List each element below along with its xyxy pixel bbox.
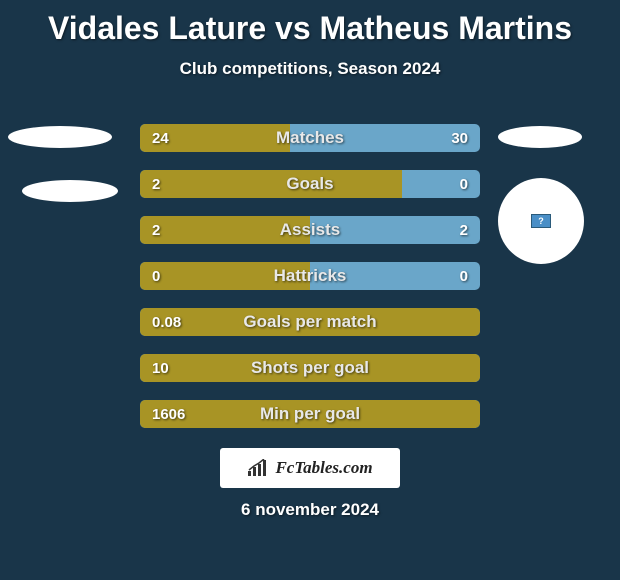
page-subtitle: Club competitions, Season 2024 [0,59,620,79]
stat-bar: 1606Min per goal [140,400,480,428]
logo-text: FcTables.com [275,458,372,478]
date-label: 6 november 2024 [0,500,620,520]
stat-label: Matches [140,124,480,152]
stat-bar: 22Assists [140,216,480,244]
logo-chart-icon [247,459,269,477]
stat-label: Hattricks [140,262,480,290]
stat-bar: 2430Matches [140,124,480,152]
stat-label: Goals per match [140,308,480,336]
stat-label: Shots per goal [140,354,480,382]
comparison-bars: 2430Matches 20Goals 22Assists 00Hattricks 0.… [140,124,480,446]
stat-bar: 10Shots per goal [140,354,480,382]
stat-bar: 00Hattricks [140,262,480,290]
stat-label: Assists [140,216,480,244]
stat-bar: 20Goals [140,170,480,198]
stat-label: Goals [140,170,480,198]
logo-box: FcTables.com [220,448,400,488]
right-circle: ? [498,178,584,264]
stat-bar: 0.08Goals per match [140,308,480,336]
stat-label: Min per goal [140,400,480,428]
left-ellipse-2 [22,180,118,202]
left-ellipse-1 [8,126,112,148]
flag-icon: ? [531,214,551,228]
page-title: Vidales Lature vs Matheus Martins [0,0,620,47]
right-ellipse [498,126,582,148]
